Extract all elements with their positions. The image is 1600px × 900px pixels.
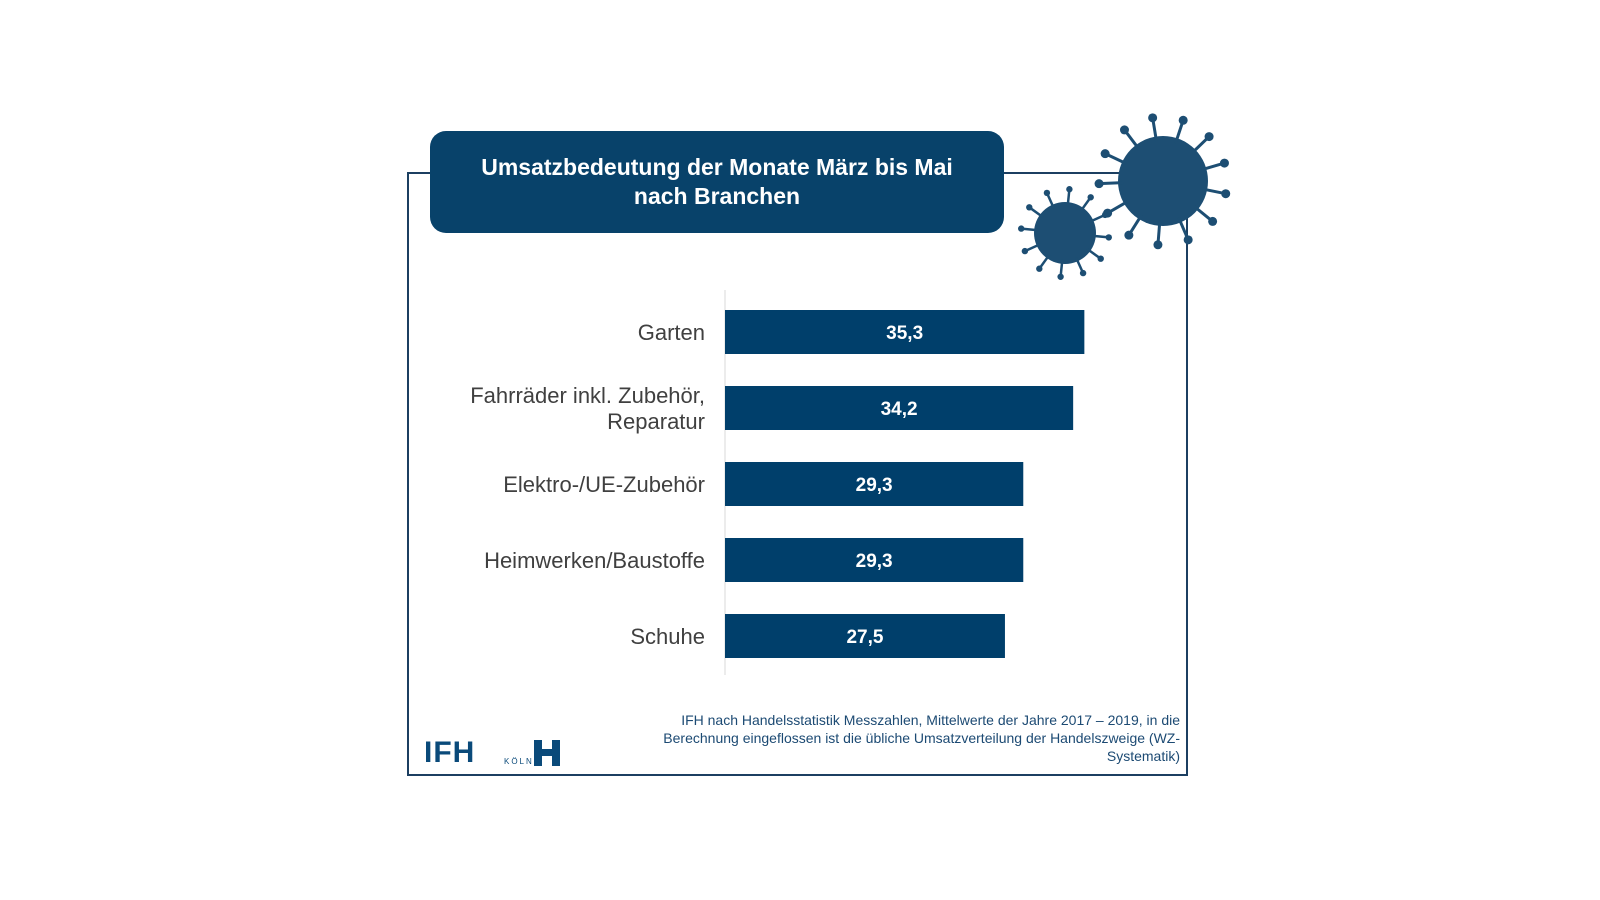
source-note: IFH nach Handelsstatistik Messzahlen, Mi… [663, 712, 1180, 764]
virus-spike-tip [1100, 149, 1110, 159]
bar-chart: 35,3 Garten 34,2 Fahrräder inkl. Zubehör,Re… [470, 290, 1085, 675]
virus-spike-tip [1105, 234, 1112, 241]
virus-spike-tip [1094, 179, 1104, 189]
bar-3 [725, 538, 1024, 582]
title-banner: Umsatzbedeutung der Monate März bis Mai … [430, 131, 1004, 233]
virus-icon-small [1018, 186, 1112, 280]
virus-spike-tip [1057, 273, 1064, 280]
virus-spike-tip [1026, 204, 1033, 211]
virus-spike-tip [1221, 189, 1231, 199]
virus-spike-tip [1036, 265, 1043, 272]
category-label-1-line-1: Reparatur [607, 409, 705, 434]
value-label-3: 29,3 [856, 551, 893, 572]
value-label-0: 35,3 [886, 323, 923, 344]
virus-spike-tip [1219, 158, 1229, 168]
logo-city: KÖLN [504, 757, 534, 766]
value-label-1: 34,2 [881, 399, 918, 420]
virus-spike-tip [1178, 115, 1188, 125]
bar-1 [725, 386, 1074, 430]
virus-spike-tip [1208, 216, 1218, 226]
virus-spike-tip [1066, 186, 1073, 193]
category-label-2: Elektro-/UE-Zubehör [503, 472, 705, 497]
virus-spike-tip [1119, 125, 1129, 135]
category-label-4: Schuhe [630, 624, 705, 649]
virus-spike-tip [1079, 269, 1087, 277]
category-label-3: Heimwerken/Baustoffe [484, 548, 705, 573]
chart-title: Umsatzbedeutung der Monate März bis Mai … [481, 154, 953, 209]
category-label-0: Garten [638, 320, 705, 345]
bar-0 [725, 310, 1085, 354]
value-label-2: 29,3 [856, 475, 893, 496]
category-label-1-line-0: Fahrräder inkl. Zubehör, [470, 383, 705, 408]
virus-spike-tip [1153, 240, 1163, 250]
virus-spike-tip [1101, 211, 1109, 219]
virus-spike-tip [1087, 194, 1094, 201]
virus-spike-tip [1021, 247, 1029, 255]
logo-wordmark: IFH [424, 736, 476, 769]
virus-spike-tip [1183, 235, 1193, 245]
virus-spike-tip [1124, 230, 1134, 240]
logo-mark-icon [534, 740, 560, 766]
value-label-4: 27,5 [846, 627, 883, 648]
virus-spike-tip [1148, 113, 1158, 123]
bar-2 [725, 462, 1024, 506]
virus-spike-tip [1097, 255, 1104, 262]
virus-spike-tip [1043, 189, 1051, 197]
virus-spike-tip [1018, 225, 1025, 232]
bar-4 [725, 614, 1005, 658]
virus-spike-tip [1204, 132, 1214, 142]
virus-icon-large [1094, 113, 1231, 250]
